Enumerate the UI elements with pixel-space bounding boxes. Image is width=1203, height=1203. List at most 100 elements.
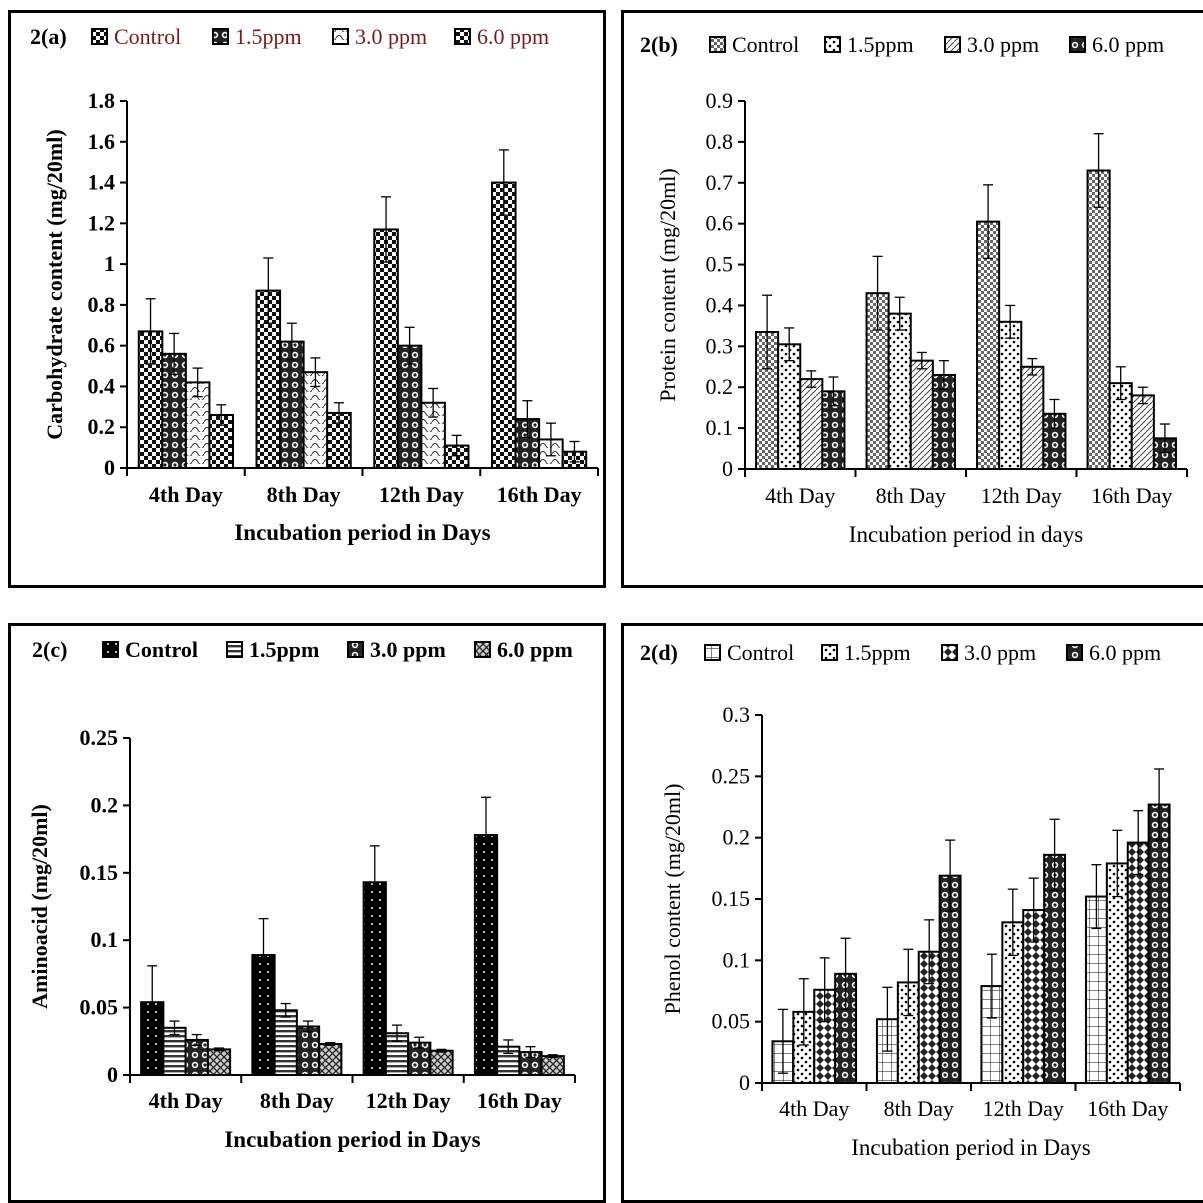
y-tick-label-7: 0.7 — [706, 170, 734, 195]
y-tick-label-9: 1.8 — [88, 88, 116, 113]
chart-a: 2(a) Control 1.5ppm 3.0 ppm 6.0 ppm 0 0.2 0.4 0.… — [30, 24, 599, 545]
x-tick-label-2: 12th Day — [983, 1096, 1064, 1121]
y-tick-label-3: 0.15 — [712, 886, 751, 911]
legend-label-1: 1.5ppm — [847, 32, 914, 57]
legend-label-3: 6.0 ppm — [1089, 640, 1161, 665]
x-tick-label-3: 16th Day — [497, 482, 582, 507]
bar-2-3 — [1130, 394, 1155, 470]
chart-c: 2(c) Control 1.5ppm 3.0 ppm 6.0 ppm 0 0.05 0.1 0… — [27, 637, 576, 1152]
bar-3-3 — [1147, 803, 1171, 1085]
legend-label-3: 6.0 ppm — [497, 637, 573, 662]
y-tick-label-2: 0.1 — [723, 947, 751, 972]
x-tick-label-2: 12th Day — [366, 1088, 451, 1113]
bar-2-3 — [1126, 841, 1150, 1084]
legend-label-3: 6.0 ppm — [477, 24, 549, 49]
legend-swatch-1 — [821, 644, 838, 661]
y-tick-label-2: 0.4 — [88, 373, 116, 398]
legend-swatch-0 — [91, 28, 108, 45]
legend-label-0: Control — [114, 24, 181, 49]
legend-swatch-2 — [944, 36, 961, 53]
x-axis-label: Incubation period in Days — [851, 1135, 1091, 1160]
legend-swatch-2 — [332, 28, 349, 45]
legend-swatch-3 — [474, 641, 491, 658]
panel-label: 2(c) — [32, 637, 67, 662]
legend-label-2: 3.0 ppm — [964, 640, 1036, 665]
bar-2-1 — [909, 359, 934, 470]
bar-1-1 — [887, 312, 912, 470]
y-tick-label-2: 0.2 — [706, 374, 734, 399]
x-tick-label-0: 4th Day — [149, 482, 223, 507]
bar-0-3 — [491, 181, 517, 470]
legend-swatch-1 — [226, 641, 243, 658]
y-tick-label-1: 0.05 — [80, 995, 119, 1020]
y-tick-label-8: 1.6 — [88, 129, 116, 154]
bar-2-2 — [1020, 365, 1045, 470]
y-tick-label-5: 0.25 — [712, 763, 751, 788]
y-tick-label-5: 0.5 — [706, 252, 734, 277]
legend-swatch-3 — [1069, 36, 1086, 53]
legend-swatch-3 — [1066, 644, 1083, 661]
x-axis-label: Incubation period in days — [849, 522, 1083, 547]
y-tick-label-1: 0.05 — [712, 1009, 751, 1034]
x-tick-label-1: 8th Day — [267, 482, 341, 507]
bar-0-3 — [1086, 169, 1111, 470]
x-tick-label-3: 16th Day — [477, 1088, 562, 1113]
legend-swatch-0 — [704, 644, 721, 661]
y-tick-label-6: 1.2 — [88, 210, 116, 235]
legend-label-0: Control — [732, 32, 799, 57]
chart-panel-c — [8, 623, 606, 1203]
bar-1-2 — [998, 320, 1023, 470]
y-tick-label-3: 0.6 — [88, 333, 116, 358]
x-tick-label-0: 4th Day — [149, 1088, 223, 1113]
chart-b: 2(b) Control 1.5ppm 3.0 ppm 6.0 ppm 0 0.1 0.2 0.… — [640, 32, 1188, 547]
x-tick-label-3: 16th Day — [1091, 483, 1172, 508]
legend-swatch-3 — [454, 28, 471, 45]
x-tick-label-1: 8th Day — [884, 1096, 954, 1121]
y-axis-label: Phenol content (mg/20ml) — [660, 784, 685, 1015]
legend-label-1: 1.5ppm — [249, 637, 319, 662]
bar-3-2 — [429, 1049, 454, 1076]
y-tick-label-9: 0.9 — [706, 88, 734, 113]
y-tick-label-2: 0.1 — [91, 927, 119, 952]
y-tick-label-5: 0.25 — [80, 725, 119, 750]
x-tick-label-1: 8th Day — [876, 483, 946, 508]
y-tick-label-7: 1.4 — [88, 170, 116, 195]
legend-label-1: 1.5ppm — [235, 24, 302, 49]
bar-3-0 — [206, 1048, 232, 1076]
y-tick-label-5: 1 — [104, 251, 115, 276]
y-axis-label: Protein content (mg/20ml) — [655, 168, 680, 401]
y-axis-label: Carbohydrate content (mg/20ml) — [42, 129, 67, 439]
y-tick-label-4: 0.2 — [91, 792, 119, 817]
y-tick-label-3: 0.3 — [706, 333, 734, 358]
x-tick-label-0: 4th Day — [779, 1096, 849, 1121]
legend-label-2: 3.0 ppm — [967, 32, 1039, 57]
legend-label-3: 6.0 ppm — [1092, 32, 1164, 57]
y-axis-label: Aminoacid (mg/20ml) — [27, 804, 52, 1009]
y-tick-label-0: 0 — [107, 1062, 118, 1087]
legend-swatch-1 — [824, 36, 841, 53]
y-tick-label-0: 0 — [739, 1070, 750, 1095]
y-tick-label-1: 0.1 — [706, 415, 734, 440]
y-tick-label-4: 0.2 — [723, 825, 751, 850]
legend-label-2: 3.0 ppm — [370, 637, 446, 662]
panel-label: 2(b) — [640, 32, 678, 57]
bar-1-1 — [273, 1009, 298, 1077]
y-tick-label-0: 0 — [104, 455, 115, 480]
legend-swatch-1 — [212, 28, 229, 45]
y-tick-label-4: 0.4 — [706, 292, 734, 317]
x-tick-label-2: 12th Day — [981, 483, 1062, 508]
y-tick-label-3: 0.15 — [80, 860, 119, 885]
x-tick-label-0: 4th Day — [765, 483, 835, 508]
y-tick-label-6: 0.3 — [723, 702, 751, 727]
legend-swatch-2 — [941, 644, 958, 661]
x-axis-label: Incubation period in Days — [234, 520, 490, 545]
bar-3-1 — [318, 1042, 343, 1076]
bar-2-0 — [799, 378, 824, 470]
y-tick-label-6: 0.6 — [706, 211, 734, 236]
y-tick-label-8: 0.8 — [706, 129, 734, 154]
x-tick-label-3: 16th Day — [1087, 1096, 1168, 1121]
chart-d: 2(d) Control 1.5ppm 3.0 ppm 6.0 ppm 0 0.05 0.1 0… — [640, 640, 1181, 1160]
legend-label-1: 1.5ppm — [844, 640, 911, 665]
y-tick-label-1: 0.2 — [88, 414, 116, 439]
